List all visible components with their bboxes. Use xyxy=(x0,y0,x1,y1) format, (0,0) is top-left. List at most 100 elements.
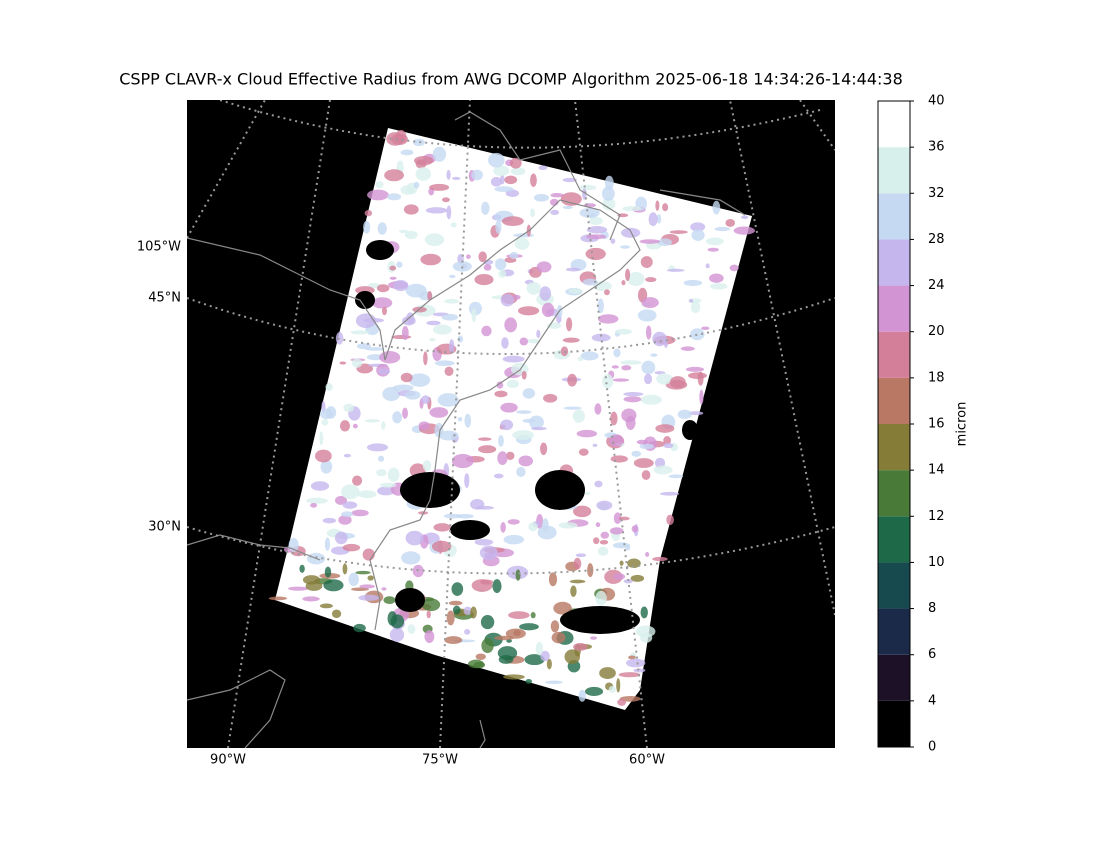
colorbar-tick-label: 24 xyxy=(928,278,945,293)
cloud-patch xyxy=(389,265,397,271)
cloud-patch xyxy=(506,379,519,389)
cloud-patch xyxy=(478,437,492,441)
cloud-patch xyxy=(539,286,552,301)
cloud-patch xyxy=(536,329,541,339)
cloud-patch xyxy=(504,317,518,333)
clear-sky xyxy=(355,240,698,634)
cloud-patch xyxy=(550,192,564,198)
cloud-patch xyxy=(500,402,518,413)
cloud-patch xyxy=(645,277,657,283)
cloud-patch xyxy=(483,264,492,271)
cloud-patch xyxy=(677,409,692,420)
colorbar-tick-label: 14 xyxy=(928,463,945,478)
cloud-patch xyxy=(377,222,387,235)
cloud-patch xyxy=(563,406,582,410)
cloud-patch xyxy=(613,348,621,358)
cloud-patch xyxy=(405,530,424,546)
colorbar-segment xyxy=(878,101,910,148)
cloud-patch xyxy=(448,600,463,606)
cloud-patch xyxy=(383,596,396,605)
cloud-patch xyxy=(367,575,374,581)
cloud-patch xyxy=(590,636,598,640)
cloud-patch xyxy=(543,393,558,403)
cloud-patch xyxy=(573,505,592,518)
cloud-patch xyxy=(434,360,455,367)
colorbar-segment xyxy=(878,193,910,240)
cloud-patch xyxy=(449,274,456,279)
cloud-patch xyxy=(662,203,669,212)
cloud-patch xyxy=(335,332,344,345)
cloud-patch xyxy=(560,192,582,206)
cloud-patch xyxy=(471,307,477,323)
cloud-patch xyxy=(594,403,602,415)
cloud-patch xyxy=(690,301,701,314)
cloud-patch xyxy=(343,403,355,413)
cloud-patch xyxy=(591,333,611,342)
cloud-patch xyxy=(429,407,449,418)
cloud-patch xyxy=(405,283,427,298)
cloud-patch xyxy=(512,294,521,300)
cloud-patch xyxy=(690,328,705,341)
cloud-patch xyxy=(427,290,433,301)
cloud-patch xyxy=(580,351,599,361)
cloud-patch xyxy=(474,273,494,286)
cloud-patch xyxy=(525,679,533,684)
cloud-patch xyxy=(515,569,521,581)
cloud-patch xyxy=(668,474,684,479)
cloud-patch xyxy=(386,132,404,146)
cloud-patch xyxy=(516,410,532,414)
cloud-patch xyxy=(597,546,609,556)
cloud-patch xyxy=(599,540,609,545)
cloud-patch xyxy=(494,635,514,641)
cloud-patch xyxy=(625,658,646,668)
cloud-patch xyxy=(733,226,756,235)
cloud-patch xyxy=(320,459,333,474)
cloud-patch xyxy=(433,523,451,532)
cloud-patch xyxy=(503,674,525,680)
cloud-patch xyxy=(415,167,432,181)
cloud-patch xyxy=(522,388,536,399)
cloud-patch xyxy=(506,451,515,461)
cloud-patch xyxy=(612,378,630,382)
cloud-patch xyxy=(575,553,587,558)
colorbar-tick-label: 10 xyxy=(928,555,945,570)
cloud-patch xyxy=(399,229,409,234)
cloud-patch xyxy=(501,216,524,227)
cloud-patch xyxy=(452,605,461,615)
map: 105°W 45°N 30°N 90°W 75°W 60°W xyxy=(137,100,835,768)
cloud-patch xyxy=(633,668,646,673)
cloud-patch xyxy=(565,267,581,272)
colorbar-label: micron xyxy=(955,402,970,447)
cloud-patch xyxy=(444,366,454,376)
cloud-patch xyxy=(494,186,514,192)
cloud-patch xyxy=(519,623,539,631)
cloud-patch xyxy=(443,513,462,519)
cloud-patch xyxy=(418,421,430,431)
cloud-patch xyxy=(310,481,330,491)
cloud-patch xyxy=(573,557,582,570)
cloud-patch xyxy=(377,486,395,496)
cloud-patch xyxy=(586,234,607,240)
cloud-patch xyxy=(610,455,628,463)
cloud-patch xyxy=(400,149,414,156)
cloud-patch xyxy=(538,165,548,171)
cloud-patch xyxy=(601,186,615,201)
cloud-patch xyxy=(597,298,604,314)
cloud-patch xyxy=(550,209,560,216)
cloud-patch xyxy=(353,623,366,633)
cloud-patch xyxy=(628,655,636,660)
colorbar-segment xyxy=(878,562,910,609)
cloud-patch xyxy=(579,184,597,191)
cloud-patch xyxy=(310,502,318,508)
cloud-patch xyxy=(710,283,728,290)
cloud-patch xyxy=(488,152,505,168)
cloud-patch xyxy=(656,373,673,385)
cloud-patch xyxy=(585,491,591,495)
cloud-patch xyxy=(729,264,739,272)
cloud-patch xyxy=(437,393,459,407)
cloud-patch xyxy=(518,455,534,467)
cloud-patch xyxy=(600,531,610,539)
cloud-patch xyxy=(613,512,622,524)
cloud-patch xyxy=(562,205,573,210)
cloud-patch xyxy=(657,238,673,246)
